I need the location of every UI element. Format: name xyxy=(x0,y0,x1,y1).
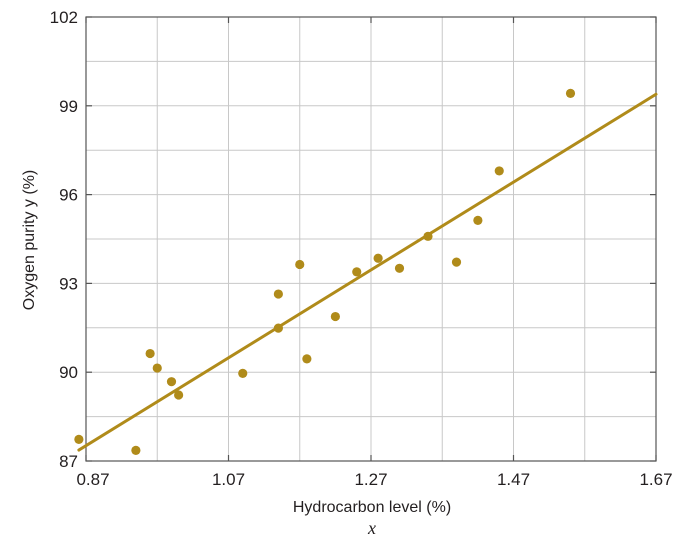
data-point xyxy=(494,166,504,176)
data-point xyxy=(131,445,141,455)
y-tick-label: 96 xyxy=(59,186,78,205)
x-tick-label: 1.07 xyxy=(212,470,245,489)
y-tick-label: 93 xyxy=(59,274,78,293)
data-point xyxy=(565,88,576,98)
grid-lines xyxy=(86,17,656,461)
data-point xyxy=(352,267,362,277)
tick-labels: 0.87 1.07 1.27 1.47 1.67 87 90 93 96 99 102 xyxy=(50,8,673,489)
data-point xyxy=(273,323,283,333)
data-point xyxy=(423,231,433,241)
data-point xyxy=(330,311,340,322)
x-tick-label: 1.27 xyxy=(354,470,387,489)
regression-line xyxy=(77,92,658,452)
data-point xyxy=(174,390,184,400)
x-tick-label: 0.87 xyxy=(76,470,109,489)
y-tick-label: 102 xyxy=(50,8,78,27)
y-tick-label: 87 xyxy=(59,452,78,471)
data-point xyxy=(238,368,248,378)
data-point xyxy=(166,377,177,387)
y-axis-title: Oxygen purity y (%) xyxy=(21,170,38,310)
x-axis-title: Hydrocarbon level (%) xyxy=(293,499,451,516)
x-tick-label: 1.67 xyxy=(639,470,672,489)
data-point xyxy=(295,259,305,270)
data-point xyxy=(145,348,155,359)
data-point xyxy=(273,289,283,299)
y-tick-label: 99 xyxy=(59,97,78,116)
y-tick-label: 90 xyxy=(59,363,78,382)
axis-ticks xyxy=(85,16,657,462)
data-point xyxy=(451,257,462,267)
data-point xyxy=(373,253,383,263)
data-points xyxy=(74,88,576,455)
data-point xyxy=(302,354,312,364)
x-tick-label: 1.47 xyxy=(497,470,530,489)
data-point xyxy=(152,363,162,373)
data-point xyxy=(394,263,405,273)
data-point xyxy=(473,215,483,225)
data-point xyxy=(74,434,84,444)
x-axis-variable: x xyxy=(367,518,376,538)
